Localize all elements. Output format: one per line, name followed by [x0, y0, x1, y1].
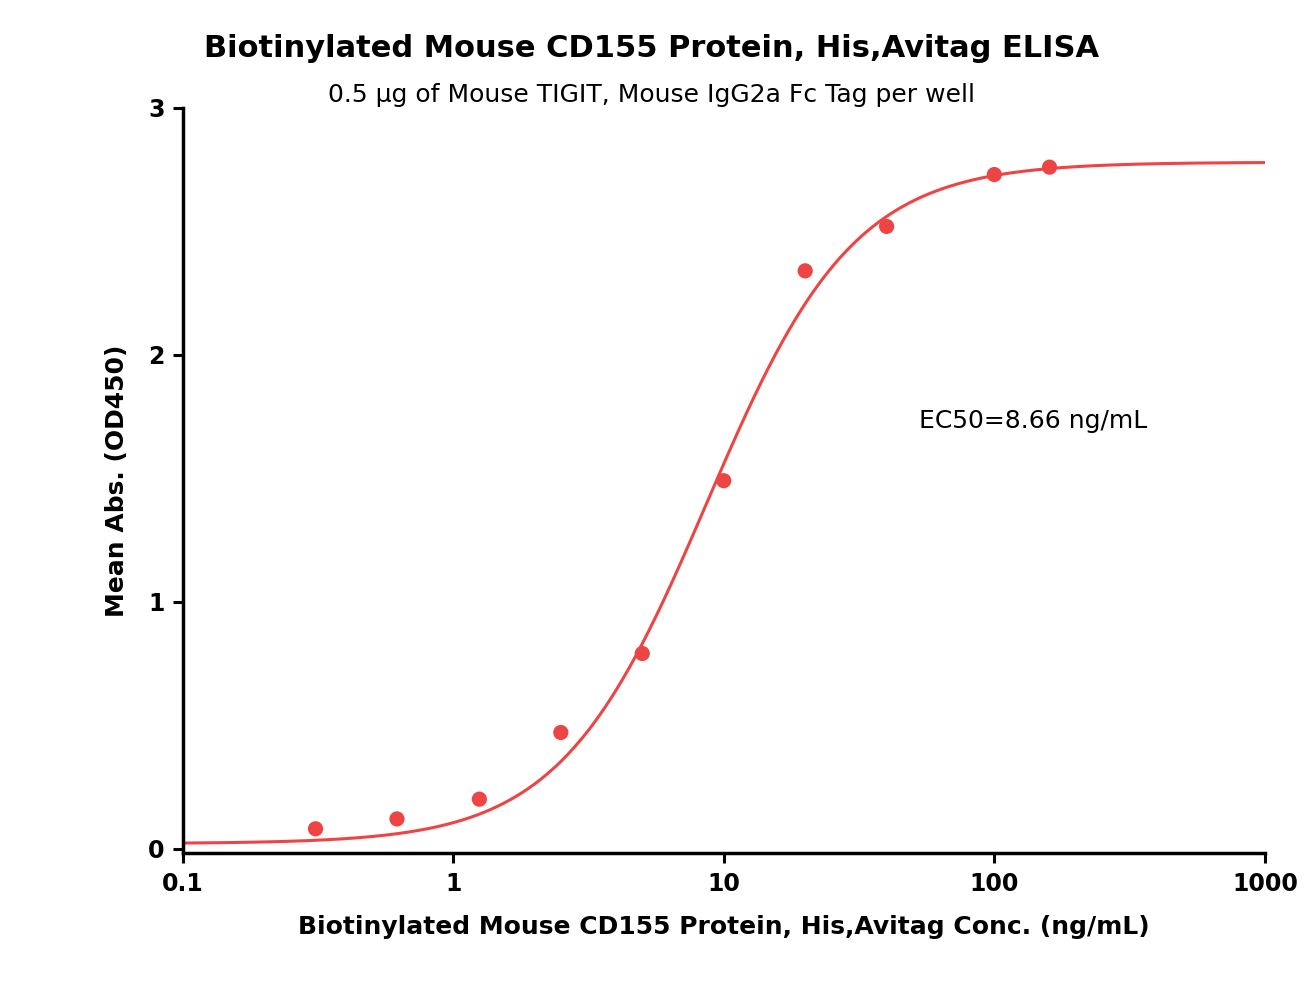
Point: [794, 263, 815, 279]
Text: EC50=8.66 ng/mL: EC50=8.66 ng/mL: [918, 409, 1146, 433]
X-axis label: Biotinylated Mouse CD155 Protein, His,Avitag Conc. (ng/mL): Biotinylated Mouse CD155 Protein, His,Av…: [297, 915, 1150, 939]
Point: [386, 811, 407, 827]
Point: [305, 821, 326, 837]
Point: [1039, 159, 1060, 175]
Point: [713, 473, 734, 489]
Point: [550, 725, 571, 741]
Point: [632, 645, 653, 661]
Point: [876, 219, 897, 234]
Text: Biotinylated Mouse CD155 Protein, His,Avitag ELISA: Biotinylated Mouse CD155 Protein, His,Av…: [205, 34, 1099, 64]
Y-axis label: Mean Abs. (OD450): Mean Abs. (OD450): [104, 344, 129, 617]
Point: [469, 792, 490, 807]
Text: 0.5 μg of Mouse TIGIT, Mouse IgG2a Fc Tag per well: 0.5 μg of Mouse TIGIT, Mouse IgG2a Fc Ta…: [329, 83, 975, 107]
Point: [983, 167, 1004, 182]
